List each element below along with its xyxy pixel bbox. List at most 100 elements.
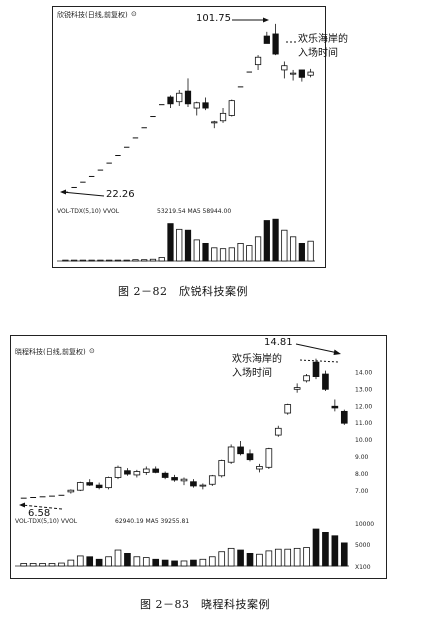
- chart2-low-label: 6.58: [28, 508, 51, 519]
- chart1-volume-bar-17: [211, 247, 218, 262]
- chart2-candle-body-31: [312, 361, 320, 377]
- chart2-candle-body-27: [274, 427, 282, 436]
- chart1-entry-label-line1: 欢乐海岸的: [298, 34, 348, 45]
- chart2-y-tick-6: 8.00: [355, 471, 369, 478]
- chart2-canvas: 14.00 13.00 12.00 11.00 10.00 9.00 8.00 7.00 100…: [15, 358, 374, 571]
- chart2-y-tick-7: 7.00: [355, 488, 369, 495]
- chart2-volume-bar-6: [76, 555, 84, 567]
- chart1-indicator-label: VOL-TDX(5,10) VVOL: [57, 208, 120, 215]
- chart2-volume-bar-31: [312, 528, 320, 567]
- chart2-candle-body-34: [340, 410, 348, 424]
- chart2-volume-bar-14: [152, 558, 160, 567]
- chart2-candle-body-5: [67, 489, 75, 493]
- chart2-y-tick-4: 10.00: [355, 437, 372, 444]
- chart2-candle-body-18: [190, 481, 197, 487]
- chart2-volume-bar-11: [124, 552, 131, 567]
- chart2-volume-bar-22: [227, 547, 235, 567]
- chart2-volume-bar-16: [171, 560, 178, 567]
- chart2-y-tick-5: 9.00: [355, 454, 369, 461]
- chart2-candle-body-26: [265, 448, 273, 468]
- chart1-canvas: [57, 23, 315, 262]
- chart2-candle-body-15: [161, 472, 169, 478]
- chart1-candle-body-26: [289, 72, 297, 75]
- chart1-candle-body-19: [228, 100, 235, 116]
- chart2-volume-bar-33: [331, 535, 339, 567]
- chart1-high-arrowhead: [263, 17, 269, 23]
- chart1-volume-bar-28: [307, 240, 314, 262]
- chart2-candle-body-7: [86, 482, 94, 486]
- chart2-volume-bar-0: [20, 563, 28, 567]
- chart2-vol-tick-2: X100: [355, 564, 371, 571]
- chart2-candle-body-28: [284, 404, 292, 414]
- chart2-volume-bar-27: [274, 548, 282, 567]
- chart2-candle-body-11: [124, 470, 131, 475]
- chart2-high-arrowhead: [333, 349, 341, 355]
- chart2-volume-bar-23: [237, 549, 244, 567]
- figure-caption-1: 图 2－82 欣锐科技案例: [118, 285, 248, 298]
- chart1-volume-bar-18: [219, 248, 227, 262]
- chart2-volume-bar-18: [190, 559, 197, 567]
- chart2-volume-bar-20: [208, 556, 216, 567]
- chart1-volume-bar-9: [141, 259, 148, 262]
- chart1-entry-label-line2: 入场时间: [298, 48, 338, 59]
- chart2-candle-body-30: [303, 375, 310, 382]
- chart1-candle-body-16: [202, 102, 209, 109]
- chart2-candle-body-8: [95, 484, 103, 489]
- chart2-volume-bar-1: [29, 563, 37, 567]
- chart2-entry-label-line1: 欢乐海岸的: [232, 354, 282, 365]
- chart2-volume-bar-34: [340, 542, 348, 567]
- chart2-candle-body-25: [256, 466, 263, 470]
- chart1-volume-bar-15: [193, 239, 200, 262]
- chart2-volume-bar-32: [322, 531, 329, 567]
- chart2-volume-bar-4: [58, 562, 65, 567]
- figure-caption-2: 图 2－83 晓程科技案例: [140, 598, 270, 611]
- chart1-volume-bar-5: [106, 259, 113, 262]
- chart2-candle-body-13: [142, 468, 150, 473]
- chart1-volume-bar-0: [62, 259, 69, 262]
- chart1-candle-body-25: [281, 65, 288, 71]
- chart2-y-tick-3: 11.00: [355, 420, 372, 427]
- chart2-volume-bar-28: [284, 548, 292, 567]
- chart1-low-arrowhead: [60, 189, 66, 195]
- chart1-candle-body-24: [272, 33, 279, 55]
- chart2-volume-bar-13: [142, 557, 150, 567]
- chart1-indicator-values: 53219.54 MA5 58944.00: [157, 208, 232, 215]
- chart2-candle-body-14: [152, 468, 160, 473]
- chart1-volume-bar-14: [184, 229, 192, 262]
- chart2-volume-bar-24: [246, 552, 254, 567]
- chart2-candle-body-9: [105, 477, 112, 489]
- chart1-volume-bar-1: [71, 259, 78, 262]
- chart2-high-arrow: [295, 343, 339, 354]
- chart2-candle-body-10: [114, 466, 122, 478]
- chart1-candle-body-18: [219, 112, 227, 122]
- chart1-volume-bar-4: [97, 259, 104, 262]
- chart1-volume-bar-24: [272, 218, 279, 262]
- chart2-volume-bar-19: [199, 558, 207, 567]
- chart1-volume-bar-27: [298, 242, 305, 262]
- chart2-vol-tick-0: 10000: [355, 521, 374, 528]
- chart2-volume-bar-17: [180, 560, 188, 567]
- chart2-high-label: 14.81: [264, 337, 293, 348]
- chart2-candle-body-33: [331, 405, 339, 409]
- chart2-volume-bar-7: [86, 556, 94, 567]
- chart2-low-arrowhead: [19, 502, 25, 508]
- chart1-candle-body-17: [211, 121, 218, 124]
- chart2-candle-body-12: [133, 471, 141, 476]
- chart2-volume-bar-2: [39, 563, 46, 567]
- chart2-volume-bar-26: [265, 550, 273, 567]
- chart1-volume-bar-23: [263, 220, 270, 262]
- chart1-candle-body-28: [307, 71, 314, 76]
- chart1-volume-bar-11: [158, 257, 165, 262]
- chart2-volume-bar-15: [161, 559, 169, 567]
- chart2-candle-body-17: [180, 478, 188, 482]
- chart1-volume-bar-8: [132, 259, 139, 262]
- chart2-candle-body-20: [208, 475, 216, 485]
- chart2-candle-body-16: [171, 477, 178, 481]
- chart1-candle-body-22: [254, 56, 262, 66]
- chart2-vol-tick-1: 5000: [355, 542, 370, 549]
- chart-panel-1: 欣锐科技(日线,前复权) ⊙ VOL-TDX(5,10) VVOL 53219.…: [52, 6, 326, 268]
- chart1-low-label: 22.26: [106, 189, 135, 200]
- chart1-candle-body-13: [176, 92, 183, 103]
- chart2-volume-bar-30: [303, 547, 310, 567]
- chart2-volume-bar-25: [256, 553, 263, 567]
